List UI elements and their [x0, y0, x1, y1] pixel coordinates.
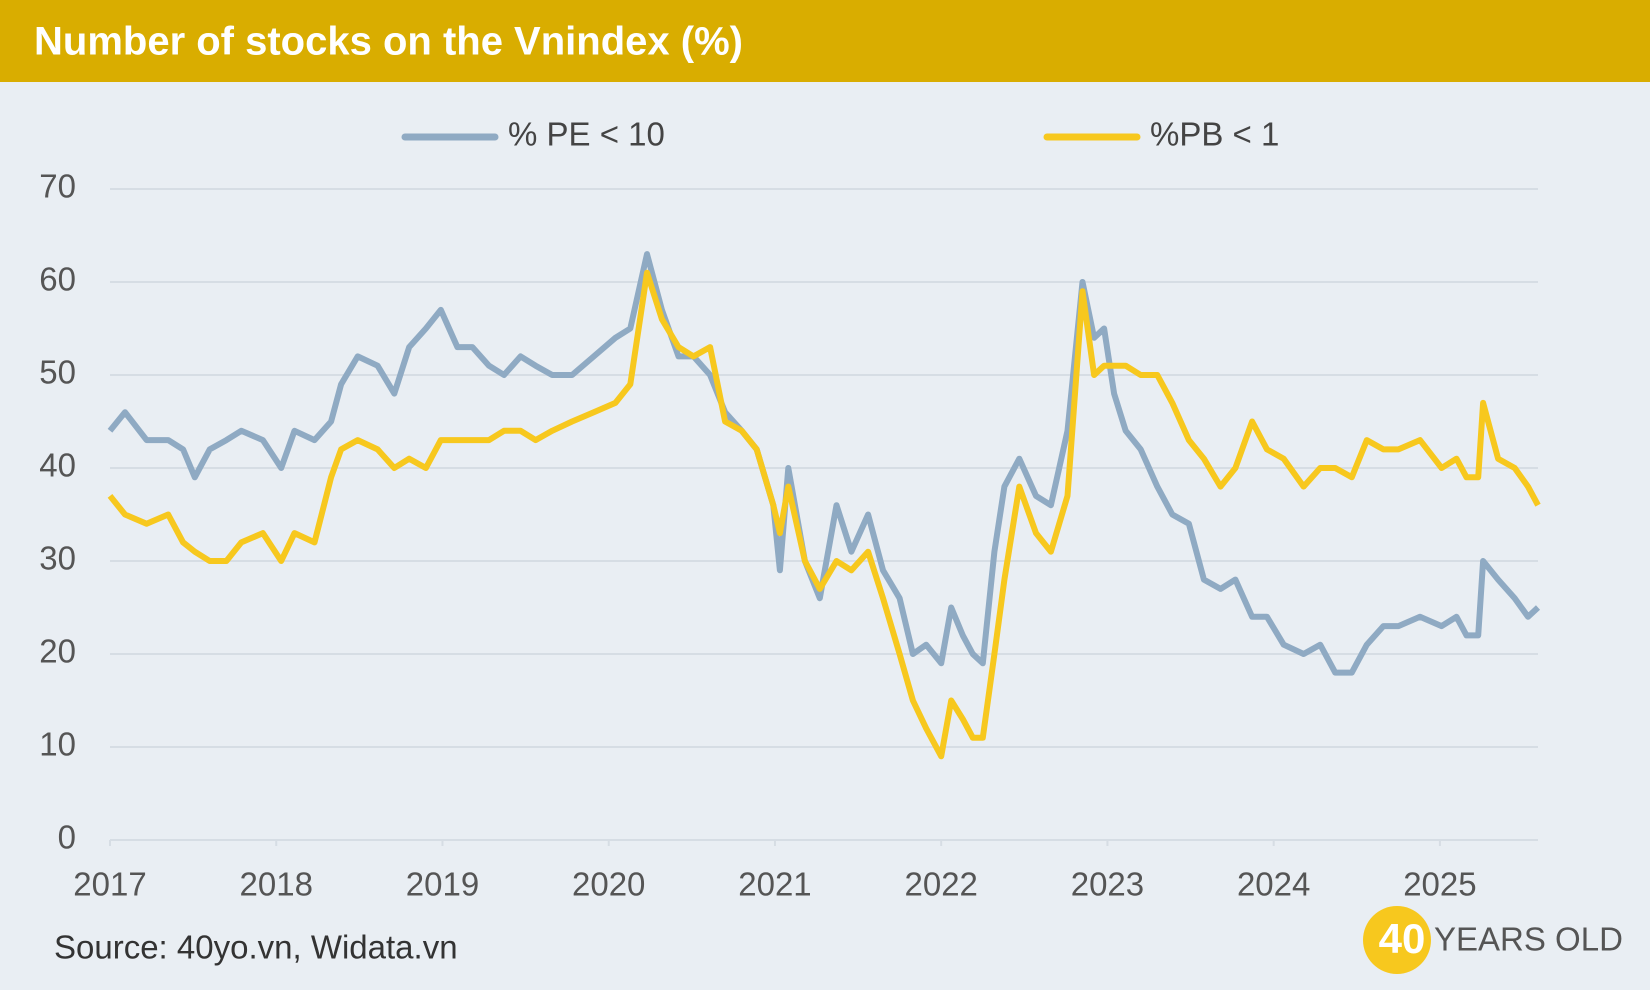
y-tick-label: 10	[39, 726, 76, 763]
chart-title: Number of stocks on the Vnindex (%)	[34, 20, 743, 64]
x-tick-label: 2025	[1403, 866, 1476, 903]
y-tick-label: 20	[39, 633, 76, 670]
header-band	[0, 0, 1650, 82]
x-tick-label: 2023	[1071, 866, 1144, 903]
x-tick-label: 2020	[572, 866, 645, 903]
logo-number: 40	[1379, 915, 1426, 962]
x-tick-label: 2018	[240, 866, 313, 903]
y-tick-label: 40	[39, 447, 76, 484]
y-tick-label: 60	[39, 261, 76, 298]
x-tick-label: 2022	[904, 866, 977, 903]
legend-label: % PE < 10	[508, 116, 665, 153]
y-tick-label: 70	[39, 168, 76, 205]
series-line	[107, 269, 1541, 760]
logo-text: YEARS OLD	[1434, 921, 1623, 958]
source: Source: 40yo.vn, Widata.vn	[54, 929, 458, 966]
x-tick-label: 2017	[73, 866, 146, 903]
y-tick-label: 30	[39, 540, 76, 577]
y-tick-label: 50	[39, 354, 76, 391]
x-tick-label: 2024	[1237, 866, 1310, 903]
legend-label: %PB < 1	[1150, 116, 1279, 153]
series-line	[107, 251, 1541, 676]
x-tick-label: 2021	[738, 866, 811, 903]
x-tick-label: 2019	[406, 866, 479, 903]
logo-circle	[1363, 906, 1431, 974]
y-tick-label: 0	[58, 819, 76, 856]
